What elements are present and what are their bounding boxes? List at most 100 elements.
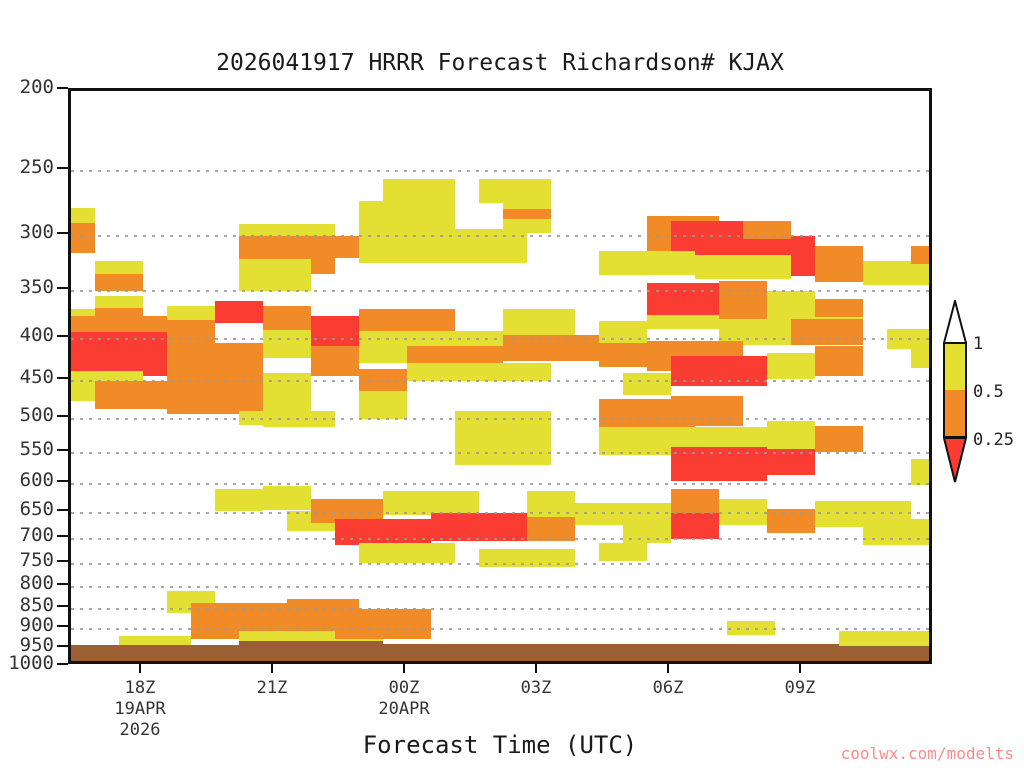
terrain-segment — [71, 645, 239, 661]
heatmap-cell — [815, 246, 863, 282]
heatmap-cell — [767, 509, 815, 533]
heatmap-cell — [95, 296, 143, 308]
y-axis-tick-mark — [57, 625, 68, 628]
heatmap-cell — [911, 334, 929, 368]
heatmap-cell — [719, 499, 767, 525]
heatmap-cell — [167, 343, 263, 377]
heatmap-cell — [719, 281, 767, 319]
heatmap-cell — [215, 489, 263, 511]
x-axis-tick-label: 09Z — [740, 678, 860, 699]
heatmap-cell — [335, 661, 383, 664]
heatmap-cell — [239, 224, 335, 236]
heatmap-cell — [359, 391, 407, 419]
colorbar-label-0-5: 0.5 — [973, 382, 1004, 402]
heatmap-cell — [359, 543, 455, 563]
y-axis-tick-mark — [57, 287, 68, 290]
heatmap-cell — [863, 519, 929, 545]
heatmap-cell — [815, 299, 863, 317]
heatmap-cell — [167, 306, 215, 320]
y-axis-tick-label: 350 — [19, 276, 54, 299]
heatmap-cell — [455, 411, 551, 437]
heatmap-cell — [263, 330, 311, 358]
y-axis-tick-label: 750 — [19, 549, 54, 572]
heatmap-cell — [911, 459, 929, 485]
heatmap-cell — [239, 259, 311, 273]
heatmap-cell — [407, 363, 551, 381]
x-axis-tick-mark — [535, 664, 538, 673]
heatmap-cell — [479, 179, 551, 203]
y-axis-tick-mark — [57, 508, 68, 511]
x-tick-date: 19APR — [114, 699, 166, 719]
y-axis-tick-label: 950 — [19, 633, 54, 656]
heatmap-cell — [719, 319, 791, 345]
heatmap-cell — [359, 369, 407, 391]
terrain-segment — [839, 646, 929, 661]
y-axis-tick-label: 650 — [19, 497, 54, 520]
x-axis-tick-mark — [270, 664, 273, 673]
heatmap-plot-area — [68, 88, 932, 664]
heatmap-cell — [359, 201, 455, 229]
x-tick-time: 00Z — [388, 678, 420, 698]
heatmap-cell — [599, 321, 647, 343]
y-axis-tick-mark — [57, 535, 68, 538]
heatmap-cell — [335, 609, 431, 639]
heatmap-cell — [599, 251, 695, 275]
heatmap-cell — [503, 209, 551, 219]
y-axis-tick-mark — [57, 377, 68, 380]
heatmap-cell — [911, 246, 929, 264]
heatmap-cell — [623, 373, 671, 395]
heatmap-cell — [527, 517, 575, 541]
heatmap-cell — [743, 221, 791, 239]
heatmap-cell — [215, 301, 263, 323]
terrain-segment — [239, 641, 383, 661]
y-axis-tick-mark — [57, 166, 68, 169]
y-axis-tick-label: 900 — [19, 614, 54, 637]
y-axis-tick-mark — [57, 449, 68, 452]
heatmap-cell — [671, 396, 743, 426]
colorbar-label-0-25: 0.25 — [973, 430, 1014, 450]
y-axis-tick-label: 200 — [19, 76, 54, 98]
heatmap-cell — [167, 320, 215, 344]
y-axis-tick-label: 500 — [19, 403, 54, 426]
heatmap-cell — [527, 491, 575, 517]
heatmap-cell — [335, 519, 431, 545]
colorbar-segment-yellow — [945, 344, 965, 390]
heatmap-cell — [599, 543, 647, 561]
y-axis-tick-label: 850 — [19, 593, 54, 616]
heatmap-cell — [863, 261, 929, 285]
heatmap-cell — [599, 343, 647, 367]
x-axis-tick-mark — [138, 664, 141, 673]
colorbar-below-min-arrow — [942, 437, 968, 487]
heatmap-cell — [383, 491, 479, 515]
y-axis-tick-label: 450 — [19, 366, 54, 389]
heatmap-cell — [239, 273, 311, 291]
y-axis-tick-label: 550 — [19, 438, 54, 461]
heatmap-cell — [503, 309, 575, 335]
x-axis-tick-label: 03Z — [476, 678, 596, 699]
heatmap-cell — [95, 381, 167, 409]
heatmap-cell — [815, 346, 863, 376]
x-tick-time: 21Z — [256, 678, 288, 698]
colorbar-above-max-arrow — [942, 297, 968, 344]
heatmap-cell — [431, 513, 527, 541]
y-axis-tick-label: 600 — [19, 469, 54, 492]
y-axis-tick-mark — [57, 480, 68, 483]
heatmap-cell — [727, 621, 775, 635]
heatmap-cell — [479, 549, 575, 567]
y-axis-tick-mark — [57, 232, 68, 235]
heatmap-cell — [767, 353, 815, 379]
heatmap-cell — [359, 229, 527, 263]
x-tick-year: 2026 — [119, 720, 161, 740]
heatmap-cell — [671, 356, 767, 386]
heatmap-cell — [623, 523, 671, 543]
heatmap-cells — [71, 91, 929, 661]
heatmap-cell — [767, 291, 815, 319]
heatmap-cell — [263, 411, 335, 427]
site-watermark: coolwx.com/modelts — [840, 744, 1014, 763]
heatmap-cell — [95, 261, 143, 274]
y-axis-tick-label: 1000 — [8, 652, 54, 674]
colorbar-legend: 1 0.5 0.25 — [940, 297, 1020, 483]
x-axis-tick-label: 00Z 20APR — [344, 678, 464, 720]
x-axis-tick-label: 18Z 19APR 2026 — [80, 678, 200, 741]
